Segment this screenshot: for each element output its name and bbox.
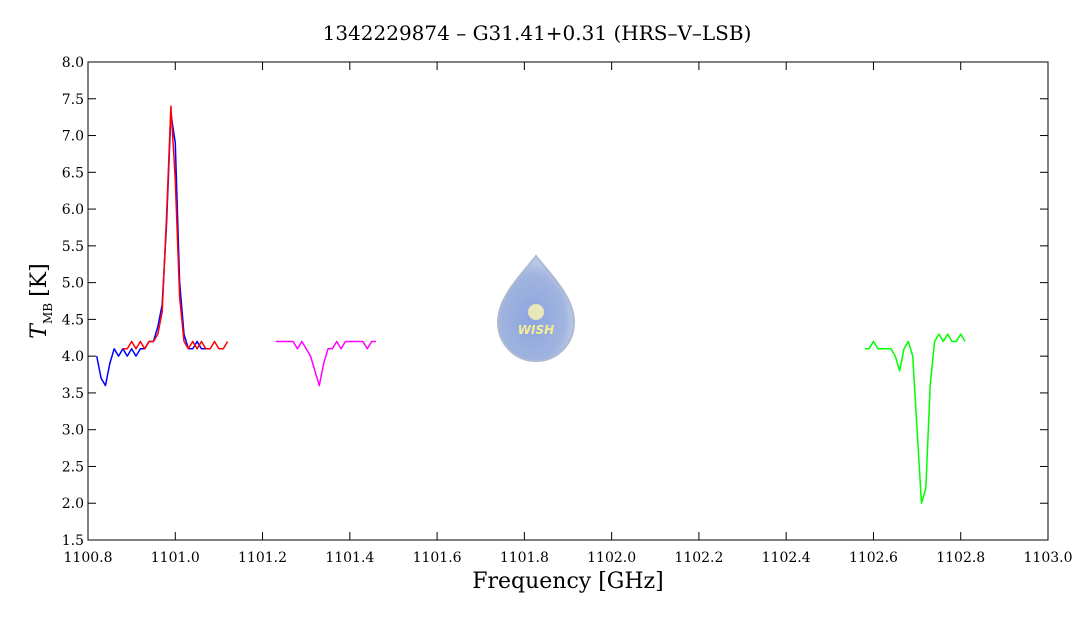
y-axis-label-subscript: MB bbox=[41, 303, 55, 324]
watermark-star bbox=[528, 304, 544, 320]
chart-title: 1342229874 – G31.41+0.31 (HRS–V–LSB) bbox=[323, 21, 752, 45]
y-tick-label: 3.0 bbox=[62, 423, 84, 439]
spectrum-line bbox=[95, 112, 211, 387]
x-tick-label: 1101.4 bbox=[325, 550, 374, 566]
x-tick-label: 1102.4 bbox=[762, 550, 811, 566]
y-tick-label: 5.5 bbox=[62, 239, 84, 255]
watermark: WISH bbox=[496, 254, 576, 363]
y-tick-label: 2.0 bbox=[62, 496, 84, 512]
y-tick-label: 7.0 bbox=[62, 129, 84, 145]
y-tick-label: 7.5 bbox=[62, 92, 84, 108]
spectrum-line bbox=[122, 105, 229, 350]
y-tick-label: 3.5 bbox=[62, 386, 84, 402]
y-tick-label: 8.0 bbox=[62, 55, 84, 71]
spectrum-line bbox=[864, 333, 966, 504]
y-axis-label-symbol: T bbox=[27, 322, 52, 339]
y-axis-label-unit: [K] bbox=[27, 263, 52, 297]
plot-frame bbox=[87, 61, 1049, 541]
y-tick-label: 4.0 bbox=[62, 349, 84, 365]
x-tick-label: 1103.0 bbox=[1024, 550, 1072, 566]
x-tick-label: 1102.2 bbox=[674, 550, 723, 566]
x-tick-label: 1102.0 bbox=[587, 550, 636, 566]
y-tick-label: 1.5 bbox=[62, 533, 84, 549]
x-tick-label: 1101.0 bbox=[151, 550, 200, 566]
spectrum-line bbox=[275, 340, 376, 387]
watermark-text: WISH bbox=[518, 323, 554, 337]
x-tick-label: 1101.6 bbox=[413, 550, 462, 566]
x-tick-label: 1101.2 bbox=[238, 550, 287, 566]
y-tick-label: 2.5 bbox=[62, 459, 84, 475]
y-tick-label: 5.0 bbox=[62, 276, 84, 292]
x-axis-label: Frequency [GHz] bbox=[472, 569, 664, 594]
x-tick-label: 1102.8 bbox=[936, 550, 985, 566]
x-tick-label: 1102.6 bbox=[849, 550, 898, 566]
y-axis-label: TMB [K] bbox=[27, 263, 55, 338]
x-tick-label: 1100.8 bbox=[64, 550, 113, 566]
y-tick-label: 6.0 bbox=[62, 202, 84, 218]
y-tick-label: 6.5 bbox=[62, 165, 84, 181]
y-tick-label: 4.5 bbox=[62, 312, 84, 328]
x-tick-label: 1101.8 bbox=[500, 550, 549, 566]
